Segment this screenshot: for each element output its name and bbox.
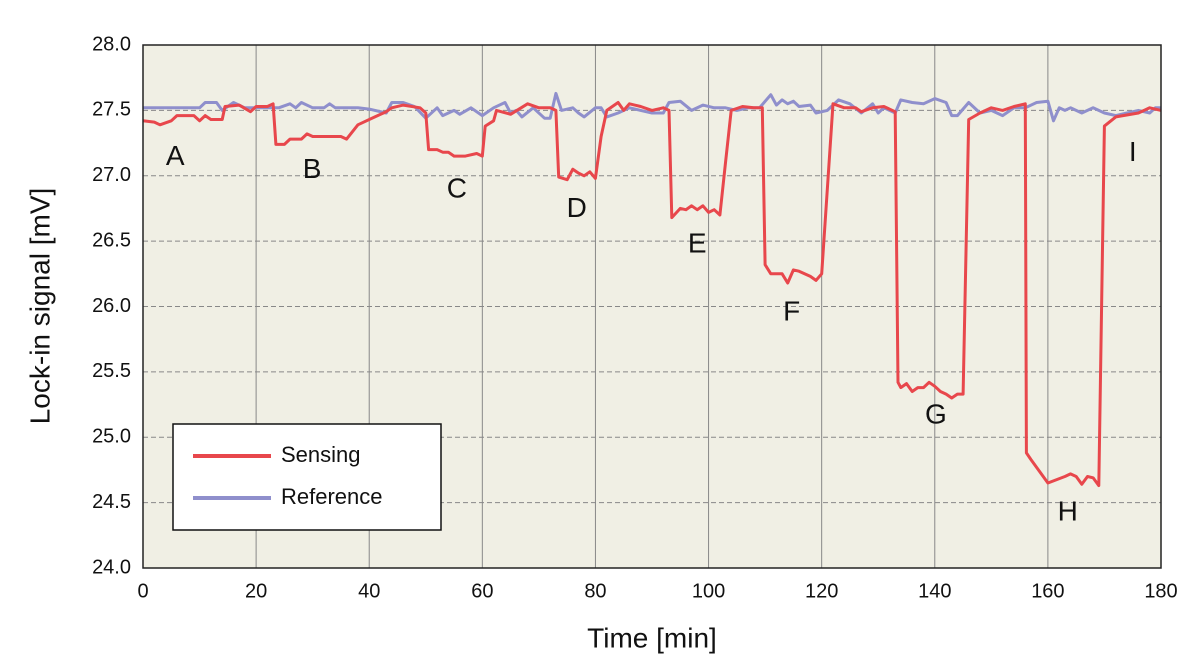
legend-label: Reference [281, 484, 383, 509]
x-tick-label: 120 [805, 580, 838, 602]
x-tick-label: 0 [137, 580, 148, 602]
x-tick-label: 140 [918, 580, 951, 602]
x-tick-label: 80 [584, 580, 606, 602]
x-tick-label: 60 [471, 580, 493, 602]
annotation: I [1129, 136, 1137, 167]
y-tick-label: 26.0 [92, 295, 131, 317]
x-tick-label: 180 [1144, 580, 1177, 602]
plot-frame [142, 44, 1162, 569]
lines [142, 91, 1162, 488]
annotation: H [1058, 495, 1078, 526]
annotation: G [925, 399, 947, 430]
annotation: A [166, 140, 185, 171]
legend-label: Sensing [281, 442, 361, 467]
annotation: F [783, 295, 800, 326]
x-axis-title: Time [min] [587, 622, 717, 653]
series-line [142, 101, 1162, 488]
annotation: D [567, 192, 587, 223]
x-tick-label: 40 [358, 580, 380, 602]
annotation: C [447, 173, 467, 204]
y-tick-label: 24.5 [92, 491, 131, 513]
y-axis-title: Lock-in signal [mV] [24, 188, 55, 425]
legend-box [172, 423, 442, 531]
y-tick-label: 27.0 [92, 164, 131, 186]
x-tick-label: 100 [692, 580, 725, 602]
y-tick-label: 25.5 [92, 360, 131, 382]
series-line [143, 91, 1161, 123]
y-tick-label: 24.0 [92, 556, 131, 578]
y-tick-label: 27.5 [92, 99, 131, 121]
annotation: B [303, 153, 322, 184]
x-tick-label: 160 [1031, 580, 1064, 602]
y-tick-label: 25.0 [92, 426, 131, 448]
y-tick-label: 26.5 [92, 229, 131, 251]
y-tick-label: 28.0 [92, 33, 131, 55]
annotation: E [688, 227, 707, 258]
x-tick-label: 20 [245, 580, 267, 602]
